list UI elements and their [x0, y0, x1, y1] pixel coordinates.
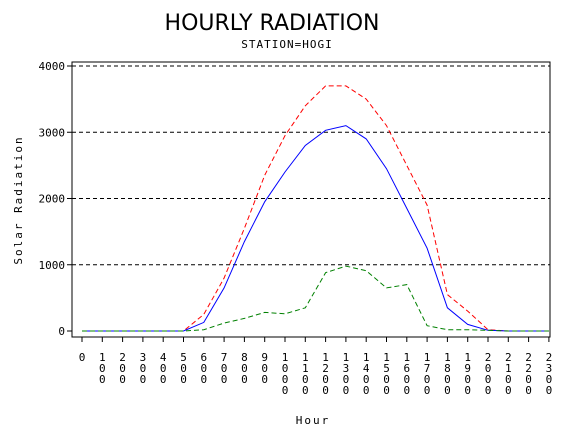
series-line-2	[82, 125, 549, 332]
x-tick-label: 0	[79, 351, 86, 364]
y-tick-label: 2000	[39, 193, 66, 206]
y-tick-label: 0	[58, 325, 65, 338]
y-axis-label: Solar Radiation	[12, 135, 25, 264]
x-axis-ticks: 0 1 0 0 2 0 0 3 0 0 4 0 0 5 0 0 6 0 0 7 0 0 8 0 0 9 0 0 1 0 0 0 1 1 0 0 1 2 0 0…	[79, 337, 553, 397]
series-group	[82, 85, 549, 332]
series-line-1	[82, 85, 549, 332]
plot-frame	[71, 61, 551, 338]
y-tick-label: 4000	[39, 60, 66, 73]
y-axis-ticks: 0 1000 2000 3000 4000	[39, 60, 72, 338]
axes	[71, 61, 551, 338]
gridlines	[72, 65, 550, 266]
y-tick-label: 1000	[39, 259, 66, 272]
y-tick-label: 3000	[39, 126, 66, 139]
chart-title: HOURLY RADIATION	[165, 11, 380, 36]
x-axis-label: Hour	[296, 414, 331, 427]
chart-subtitle: STATION=HOGI	[241, 38, 332, 51]
